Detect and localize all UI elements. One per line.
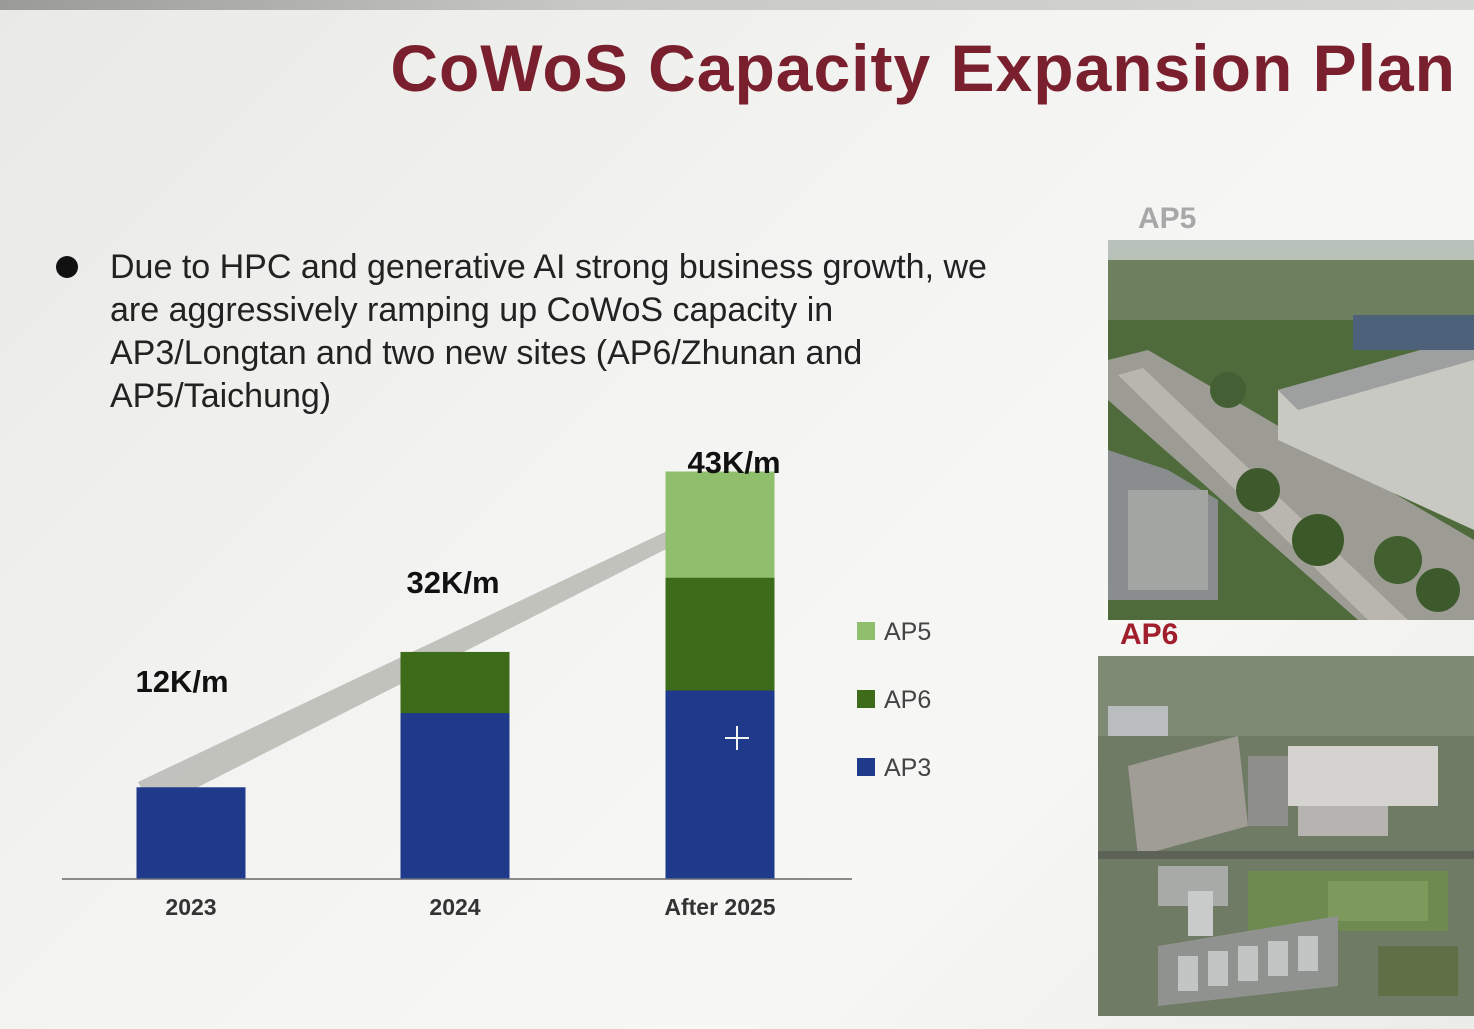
bar-ap3-2023: [136, 787, 246, 879]
ap6-site-photo: [1098, 656, 1474, 1016]
legend-label-ap6: AP6: [884, 686, 931, 714]
bar-ap6-after-2025: [665, 576, 775, 691]
x-tick-label: After 2025: [664, 894, 775, 920]
total-label: 32K/m: [406, 565, 499, 600]
bullet-text: Due to HPC and generative AI strong busi…: [110, 248, 987, 415]
x-tick-label: 2023: [165, 894, 216, 920]
bar-ap3-after-2025: [665, 689, 775, 879]
bullet-point: Due to HPC and generative AI strong busi…: [52, 246, 1012, 418]
slide-title: CoWoS Capacity Expansion Plan: [390, 31, 1456, 105]
capacity-chart: 2023 2024 After 2025 12K/m 32K/m 43K/m AP5 AP6 A…: [62, 445, 931, 920]
bar-ap6-2024: [400, 651, 510, 714]
x-tick-label: 2024: [429, 894, 480, 920]
legend-label-ap5: AP5: [884, 618, 931, 646]
legend-swatch-ap5: [857, 622, 875, 640]
ap6-aerial-image: [1098, 656, 1474, 1016]
photo-label-ap5: AP5: [1138, 202, 1197, 235]
legend-swatch-ap3: [857, 758, 875, 776]
photo-label-ap6: AP6: [1120, 618, 1179, 651]
ap5-site-photo: [1108, 240, 1474, 620]
bar-ap3-2024: [400, 712, 510, 879]
legend-label-ap3: AP3: [884, 754, 931, 782]
top-edge: [0, 0, 1474, 10]
total-label: 43K/m: [687, 445, 780, 480]
bullet-dot-icon: [56, 256, 78, 278]
trend-arrow-icon: [138, 472, 775, 810]
bar-ap5-after-2025: [665, 471, 775, 578]
total-label: 12K/m: [135, 664, 228, 699]
legend-swatch-ap6: [857, 690, 875, 708]
ap5-aerial-image: [1108, 240, 1474, 620]
